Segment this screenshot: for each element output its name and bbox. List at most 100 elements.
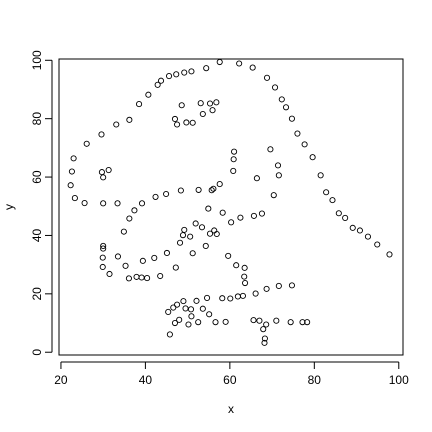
- x-tick-label: 40: [139, 373, 153, 387]
- data-point: [239, 292, 247, 299]
- data-point: [136, 101, 143, 108]
- data-point: [364, 233, 371, 240]
- data-point: [170, 304, 177, 311]
- data-point: [263, 74, 271, 81]
- data-point: [188, 313, 195, 320]
- data-point: [174, 121, 181, 128]
- data-point: [278, 96, 285, 103]
- data-point: [261, 335, 268, 342]
- data-point: [236, 60, 243, 67]
- data-point: [227, 295, 234, 302]
- data-point: [241, 264, 248, 271]
- x-tick-label: 80: [308, 373, 322, 387]
- data-point: [288, 282, 295, 289]
- data-point: [301, 141, 308, 148]
- data-point: [67, 182, 74, 189]
- data-point: [165, 308, 172, 315]
- data-point: [206, 230, 214, 237]
- data-point: [204, 294, 211, 301]
- data-point: [230, 156, 237, 163]
- data-point: [250, 212, 257, 219]
- data-point: [206, 311, 213, 318]
- data-point: [68, 168, 75, 175]
- data-point: [213, 99, 220, 106]
- data-point: [157, 77, 165, 84]
- data-point: [187, 306, 195, 313]
- data-point: [253, 175, 260, 182]
- data-point: [173, 71, 180, 78]
- data-point: [273, 317, 280, 324]
- data-point: [199, 110, 206, 118]
- data-point: [172, 264, 179, 271]
- data-point: [260, 326, 267, 333]
- data-point: [106, 270, 113, 278]
- data-point: [263, 321, 270, 328]
- data-point: [181, 69, 188, 76]
- data-point: [274, 162, 282, 169]
- data-point: [176, 316, 183, 323]
- data-point: [144, 275, 151, 282]
- data-point: [263, 285, 270, 292]
- data-point: [222, 318, 229, 325]
- data-point: [199, 305, 206, 312]
- data-point: [282, 104, 290, 111]
- data-point: [287, 319, 294, 326]
- data-point: [228, 219, 235, 226]
- data-point: [71, 195, 78, 202]
- data-points: [67, 58, 393, 346]
- data-point: [270, 192, 277, 199]
- data-point: [275, 172, 282, 179]
- data-point: [176, 239, 184, 246]
- data-point: [185, 321, 192, 328]
- data-point: [166, 331, 173, 338]
- data-point: [187, 233, 194, 240]
- data-point: [323, 189, 330, 196]
- data-point: [342, 214, 349, 221]
- data-point: [192, 220, 199, 227]
- data-point: [100, 174, 107, 181]
- data-point: [163, 249, 170, 257]
- y-tick-label: 20: [30, 287, 44, 301]
- data-point: [165, 72, 173, 80]
- data-point: [152, 193, 159, 200]
- y-axis-label: y: [2, 204, 16, 210]
- y-tick-label: 80: [30, 112, 44, 126]
- data-point: [349, 224, 356, 231]
- data-point: [189, 119, 196, 126]
- data-point: [329, 197, 336, 204]
- data-point: [317, 172, 324, 179]
- data-point: [145, 91, 152, 98]
- y-tick-label: 40: [30, 228, 44, 242]
- data-point: [163, 190, 170, 198]
- data-point: [99, 263, 106, 271]
- data-point: [131, 207, 138, 214]
- data-point: [233, 262, 240, 269]
- data-point: [294, 130, 301, 137]
- data-point: [171, 115, 179, 123]
- data-point: [105, 167, 112, 174]
- x-tick-label: 100: [389, 373, 409, 387]
- x-axis: 20 40 60 80 100: [54, 361, 409, 387]
- data-point: [126, 215, 133, 222]
- data-point: [249, 64, 256, 71]
- data-point: [188, 68, 195, 75]
- data-point: [126, 116, 133, 123]
- data-point: [206, 100, 214, 107]
- data-point: [356, 227, 363, 234]
- data-point: [374, 241, 381, 248]
- data-point: [70, 155, 77, 162]
- data-point: [114, 200, 121, 207]
- data-point: [242, 279, 249, 287]
- y-axis: 0 20 40 60 80 100: [30, 50, 53, 356]
- data-point: [114, 253, 122, 260]
- data-point: [261, 339, 268, 346]
- data-point: [210, 185, 217, 192]
- data-point: [205, 205, 212, 212]
- data-point: [171, 319, 179, 327]
- data-point: [209, 107, 216, 114]
- data-point: [216, 181, 223, 188]
- data-point: [198, 224, 206, 231]
- data-point: [98, 131, 105, 138]
- data-point: [288, 115, 295, 122]
- data-point: [250, 317, 257, 324]
